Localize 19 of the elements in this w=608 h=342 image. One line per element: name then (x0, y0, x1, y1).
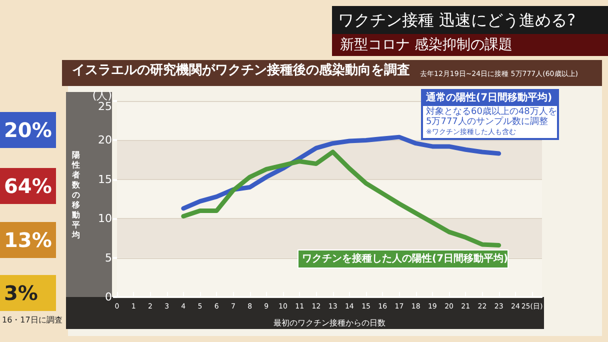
text: 陽性者数の移動平均 (72, 150, 80, 240)
chart-title: イスラエルの研究機関がワクチン接種後の感染動向を調査 (72, 62, 410, 78)
text: 13% (4, 228, 52, 252)
text: 3% (4, 281, 38, 305)
text: 64% (4, 174, 52, 198)
text: 16・17日に調査 (2, 316, 62, 324)
x-axis-title: 最初のワクチン接種からの日数 (274, 318, 386, 328)
y-tick-label: 5 (105, 251, 112, 264)
annotation: 対象となる60歳以上の48万人を (426, 106, 557, 117)
text: 20% (4, 118, 52, 142)
y-tick-label: (人) 25 (92, 89, 112, 113)
y-tick-label: 15 (98, 172, 112, 186)
text: ワクチン接種 迅速にどう進める? (338, 10, 576, 30)
annotation: 5万777人のサンプル数に調整 (426, 116, 548, 127)
text: 新型コロナ 感染抑制の課題 (340, 37, 512, 53)
y-tick-label: 10 (98, 212, 112, 226)
y-tick-label: 20 (98, 134, 112, 147)
series-label: ワクチンを接種した人の陽性(7日間移動平均) (302, 252, 508, 264)
text: 通常の陽性(7日間移動平均) (425, 92, 552, 104)
